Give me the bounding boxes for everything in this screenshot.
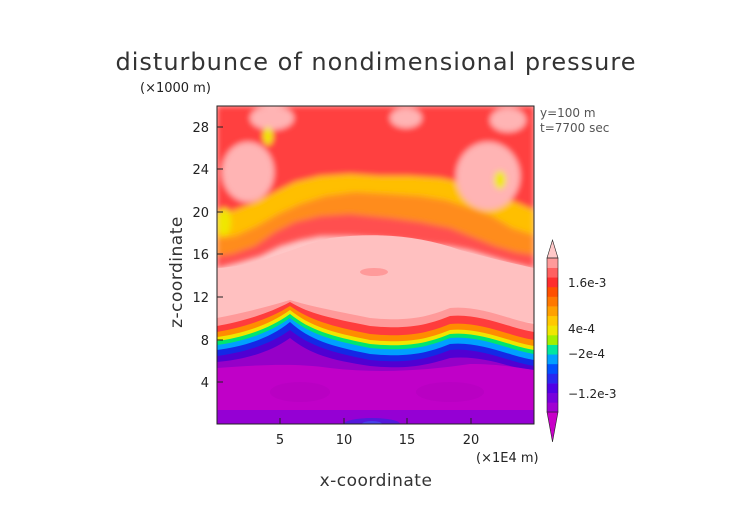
small-red-patch (360, 268, 388, 276)
colorbar-swatch (547, 402, 558, 413)
x-axis-label: x-coordinate (320, 471, 433, 491)
colorbar-swatch (547, 277, 558, 288)
colorbar-swatch (547, 286, 558, 297)
y-tick-label-4: 4 (201, 376, 209, 391)
colorbar-swatch (547, 296, 558, 307)
y-axis-ticks (217, 126, 223, 383)
pink-core (217, 235, 534, 322)
y-tick-label-20: 20 (192, 206, 209, 221)
colorbar-swatch (547, 315, 558, 326)
pink-patch-top-right (490, 108, 526, 132)
x-tick-label-5: 5 (276, 433, 284, 448)
colorbar (546, 238, 559, 443)
colorbar-swatch (547, 363, 558, 374)
pink-patch-right (456, 142, 520, 210)
x-tick-label-15: 15 (399, 433, 416, 448)
chart-title: disturbunce of nondimensional pressure (116, 48, 637, 76)
colorbar-label-2: 4e-4 (568, 322, 595, 336)
yellow-spot-3 (263, 127, 273, 145)
y-tick-label-12: 12 (192, 291, 209, 306)
colorbar-label-1: 1.6e-3 (568, 276, 606, 290)
x-axis-tick-labels: 5 10 15 20 (276, 433, 479, 448)
y-tick-label-28: 28 (192, 121, 209, 136)
y-tick-label-8: 8 (201, 334, 209, 349)
colorbar-swatch (547, 267, 558, 278)
y-tick-label-24: 24 (192, 163, 209, 178)
magenta-dark-patch-2 (416, 382, 484, 402)
colorbar-swatch (547, 383, 558, 394)
x-unit-label: (×1E4 m) (476, 451, 539, 466)
annotation-t: t=7700 sec (540, 121, 609, 135)
pink-patch-left (222, 142, 274, 202)
colorbar-swatch (547, 258, 558, 268)
y-axis-label: z-coordinate (167, 216, 187, 328)
x-axis-ticks (279, 418, 472, 424)
band-red-mid (217, 106, 534, 214)
colorbar-frame (546, 257, 559, 413)
colorbar-swatch (547, 373, 558, 384)
colorbar-swatch (547, 392, 558, 403)
colorbar-swatch (547, 344, 558, 355)
annotation-y: y=100 m (540, 106, 596, 120)
x-tick-label-20: 20 (463, 433, 480, 448)
upper-band (217, 106, 534, 268)
plot-frame (216, 105, 535, 425)
pink-patch-top-left (250, 106, 294, 130)
colorbar-swatch (547, 306, 558, 317)
pink-patch-top-mid (390, 108, 422, 128)
colorbar-swatch (547, 354, 558, 365)
plot-area (217, 106, 534, 424)
y-unit-label: (×1000 m) (140, 81, 211, 96)
colorbar-swatch (547, 325, 558, 336)
bottom-purple-strip (217, 410, 534, 424)
magenta-dark-patch (270, 382, 330, 402)
colorbar-label-4: −1.2e-3 (568, 387, 617, 401)
colorbar-swatch (547, 335, 558, 345)
yellow-spot-2 (494, 171, 506, 189)
magenta-lower (217, 364, 534, 424)
colorbar-label-3: −2e-4 (568, 347, 605, 361)
annotations: y=100 m t=7700 sec (540, 106, 609, 135)
colorbar-tick-labels: 1.6e-3 4e-4 −2e-4 −1.2e-3 (568, 276, 617, 401)
y-tick-label-16: 16 (192, 248, 209, 263)
x-tick-label-10: 10 (336, 433, 353, 448)
yellow-spot-1 (217, 208, 231, 236)
colorbar-arrow-low (546, 411, 559, 443)
colorbar-arrow-high (546, 238, 559, 259)
y-axis-tick-labels: 4 8 12 16 20 24 28 (192, 121, 209, 391)
